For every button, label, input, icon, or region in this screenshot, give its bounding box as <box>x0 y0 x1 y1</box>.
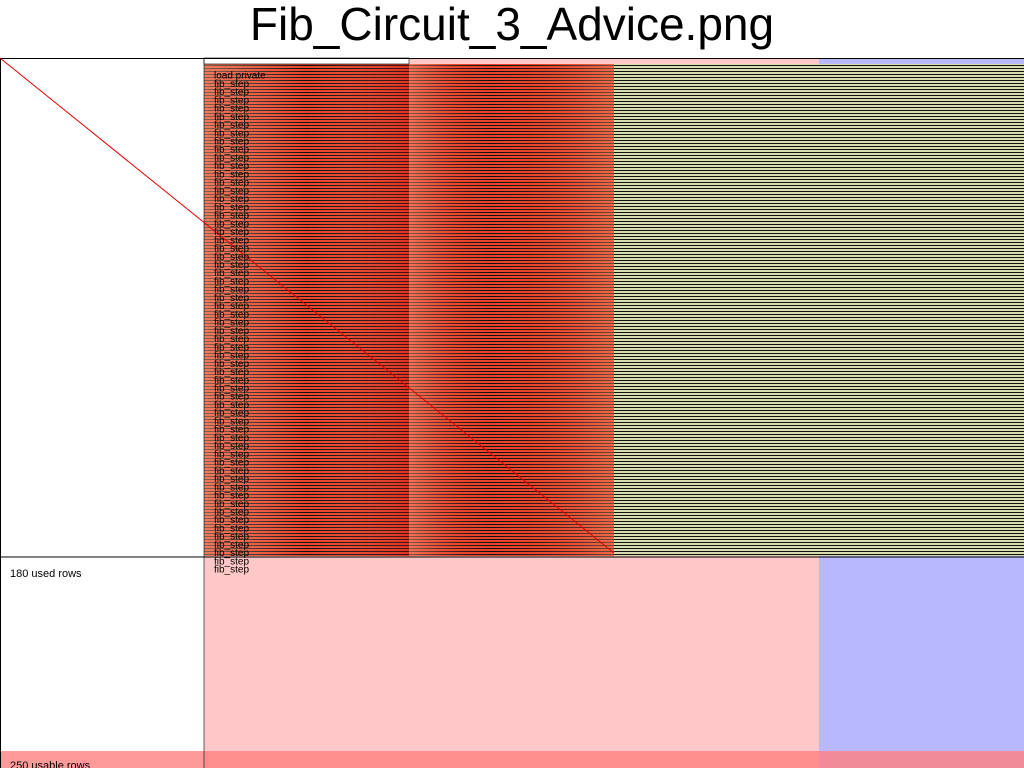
region-label: fib_step <box>214 252 249 263</box>
region-label: fib_step <box>214 433 249 444</box>
region-label: fib_step <box>214 120 249 131</box>
region-label: fib_step <box>214 515 249 526</box>
columns <box>0 57 1024 768</box>
region-label: fib_step <box>214 491 249 502</box>
region-label: fib_step <box>214 400 249 411</box>
region-label: fib_step <box>214 186 249 197</box>
region-label: fib_step <box>214 137 249 148</box>
region-label: fib_step <box>214 425 249 436</box>
region-label: fib_step <box>214 301 249 312</box>
region-label: fib_step <box>214 202 249 213</box>
region-label: load private <box>214 71 266 82</box>
title: Fib_Circuit_3_Advice.png <box>250 0 774 50</box>
used-rows: 180 used rows <box>10 568 82 580</box>
region-label: fib_step <box>214 548 249 559</box>
region-label: fib_step <box>214 219 249 230</box>
region-label: fib_step <box>214 384 249 395</box>
region-label: fib_step <box>214 392 249 403</box>
region-label: fib_step <box>214 540 249 551</box>
region-labels: load privatefib_stepfib_stepfib_stepfib_… <box>214 71 266 576</box>
region-label: fib_step <box>214 375 249 386</box>
region-label: fib_step <box>214 342 249 353</box>
region-label: fib_step <box>214 145 249 156</box>
region-label: fib_step <box>214 466 249 477</box>
region-label: fib_step <box>214 532 249 543</box>
region-label: fib_step <box>214 79 249 90</box>
region-label: fib_step <box>214 87 249 98</box>
region-label: fib_step <box>214 268 249 279</box>
region-label: fib_step <box>214 449 249 460</box>
region-label: fib_step <box>214 309 249 320</box>
region-label: fib_step <box>214 235 249 246</box>
diagonal <box>0 57 615 554</box>
region-label: fib_step <box>214 318 249 329</box>
region-label: fib_step <box>214 244 249 255</box>
region-label: fib_step <box>214 227 249 238</box>
region-label: fib_step <box>214 523 249 534</box>
region-label: fib_step <box>214 112 249 123</box>
region-label: fib_step <box>214 359 249 370</box>
shade <box>409 64 614 556</box>
region-label: fib_step <box>214 260 249 271</box>
region-label: fib_step <box>214 507 249 518</box>
region-label: fib_step <box>214 276 249 287</box>
region-label: fib_step <box>214 367 249 378</box>
region-label: fib_step <box>214 499 249 510</box>
region-label: fib_step <box>214 211 249 222</box>
used-fixed <box>614 64 1024 556</box>
region-label: fib_step <box>214 326 249 337</box>
region-label: fib_step <box>214 458 249 469</box>
shade <box>204 64 409 556</box>
region-label: fib_step <box>214 556 249 567</box>
region-label: fib_step <box>214 161 249 172</box>
region-label: fib_step <box>214 474 249 485</box>
region-label: fib_step <box>214 285 249 296</box>
region-label: fib_step <box>214 153 249 164</box>
region-label: fib_step <box>214 334 249 345</box>
unusable-band-left <box>0 751 204 768</box>
usable-rows: 250 usable rows <box>10 760 91 768</box>
unusable-band <box>0 751 1024 768</box>
region-label: fib_step <box>214 128 249 139</box>
region-label: fib_step <box>214 104 249 115</box>
region-label: fib_step <box>214 416 249 427</box>
region-label: fib_step <box>214 293 249 304</box>
region-label: fib_step <box>214 169 249 180</box>
region-label: fib_step <box>214 194 249 205</box>
region-label: fib_step <box>214 351 249 362</box>
region-label: fib_step <box>214 565 249 576</box>
region-label: fib_step <box>214 95 249 106</box>
region-label: fib_step <box>214 441 249 452</box>
region-label: fib_step <box>214 408 249 419</box>
region-label: fib_step <box>214 482 249 493</box>
region-label: fib_step <box>214 178 249 189</box>
